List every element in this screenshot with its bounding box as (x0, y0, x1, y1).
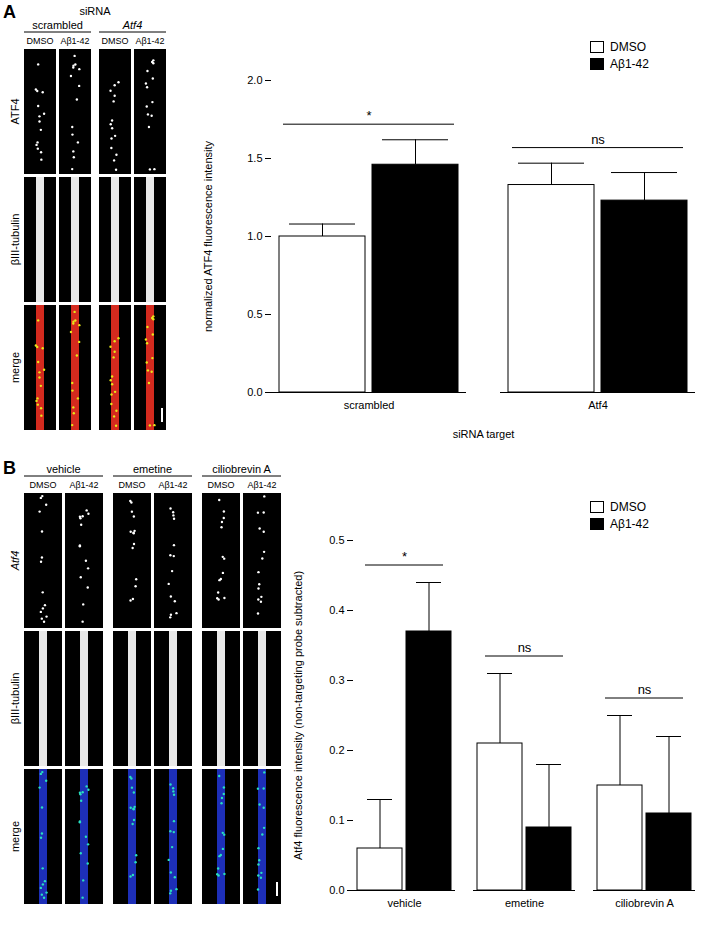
svg-text:*: * (402, 549, 407, 564)
html-text:Aβ1-42: Aβ1-42 (610, 517, 649, 531)
svg-text:βIII-tubulin: βIII-tubulin (9, 214, 21, 266)
svg-text:ciliobrevin A: ciliobrevin A (212, 463, 271, 475)
svg-text:ns: ns (638, 682, 652, 697)
svg-text:siRNA target: siRNA target (453, 428, 515, 440)
svg-text:ciliobrevin A: ciliobrevin A (615, 897, 674, 909)
html-text:DMSO: DMSO (610, 500, 646, 514)
svg-text:emetine: emetine (133, 463, 172, 475)
svg-text:DMSO: DMSO (208, 480, 235, 490)
svg-text:0.0: 0.0 (329, 884, 344, 896)
html-text:DMSO: DMSO (610, 40, 646, 54)
svg-text:ns: ns (591, 132, 605, 147)
html-text:B: B (3, 458, 16, 478)
svg-text:emetine: emetine (505, 897, 544, 909)
svg-text:1.0: 1.0 (247, 230, 262, 242)
svg-text:merge: merge (9, 352, 21, 383)
svg-text:*: * (366, 108, 371, 123)
svg-text:Aβ1-42: Aβ1-42 (135, 36, 164, 46)
svg-text:merge: merge (9, 821, 21, 852)
svg-text:Aβ1-42: Aβ1-42 (60, 36, 89, 46)
svg-text:0.5: 0.5 (247, 308, 262, 320)
svg-text:DMSO: DMSO (27, 36, 54, 46)
svg-text:βIII-tubulin: βIII-tubulin (9, 673, 21, 725)
svg-text:ATF4: ATF4 (9, 98, 21, 124)
svg-text:Atf4: Atf4 (9, 551, 21, 572)
svg-text:1.5: 1.5 (247, 152, 262, 164)
svg-text:0.1: 0.1 (329, 814, 344, 826)
svg-text:0.4: 0.4 (329, 604, 344, 616)
svg-text:vehicle: vehicle (387, 897, 421, 909)
svg-text:DMSO: DMSO (102, 36, 129, 46)
svg-text:0.3: 0.3 (329, 674, 344, 686)
svg-text:Atf4: Atf4 (588, 399, 608, 411)
svg-text:0.0: 0.0 (247, 386, 262, 398)
svg-text:Aβ1-42: Aβ1-42 (158, 480, 187, 490)
html-text:Aβ1-42: Aβ1-42 (610, 57, 649, 71)
svg-text:Aβ1-42: Aβ1-42 (69, 480, 98, 490)
svg-text:2.0: 2.0 (247, 74, 262, 86)
svg-text:Atf4 fluorescence intensity (n: Atf4 fluorescence intensity (non-targeti… (292, 571, 304, 860)
svg-text:siRNA: siRNA (79, 5, 111, 17)
svg-text:DMSO: DMSO (119, 480, 146, 490)
svg-text:vehicle: vehicle (46, 463, 80, 475)
svg-text:Atf4: Atf4 (122, 19, 143, 31)
svg-text:ns: ns (518, 640, 532, 655)
svg-text:normalized ATF4 fluorescence i: normalized ATF4 fluorescence intensity (202, 140, 214, 332)
html-text:A: A (3, 2, 16, 22)
svg-text:0.5: 0.5 (329, 534, 344, 546)
svg-text:scrambled: scrambled (32, 19, 83, 31)
svg-text:0.2: 0.2 (329, 744, 344, 756)
svg-text:scrambled: scrambled (344, 399, 395, 411)
svg-text:DMSO: DMSO (30, 480, 57, 490)
svg-text:Aβ1-42: Aβ1-42 (247, 480, 276, 490)
